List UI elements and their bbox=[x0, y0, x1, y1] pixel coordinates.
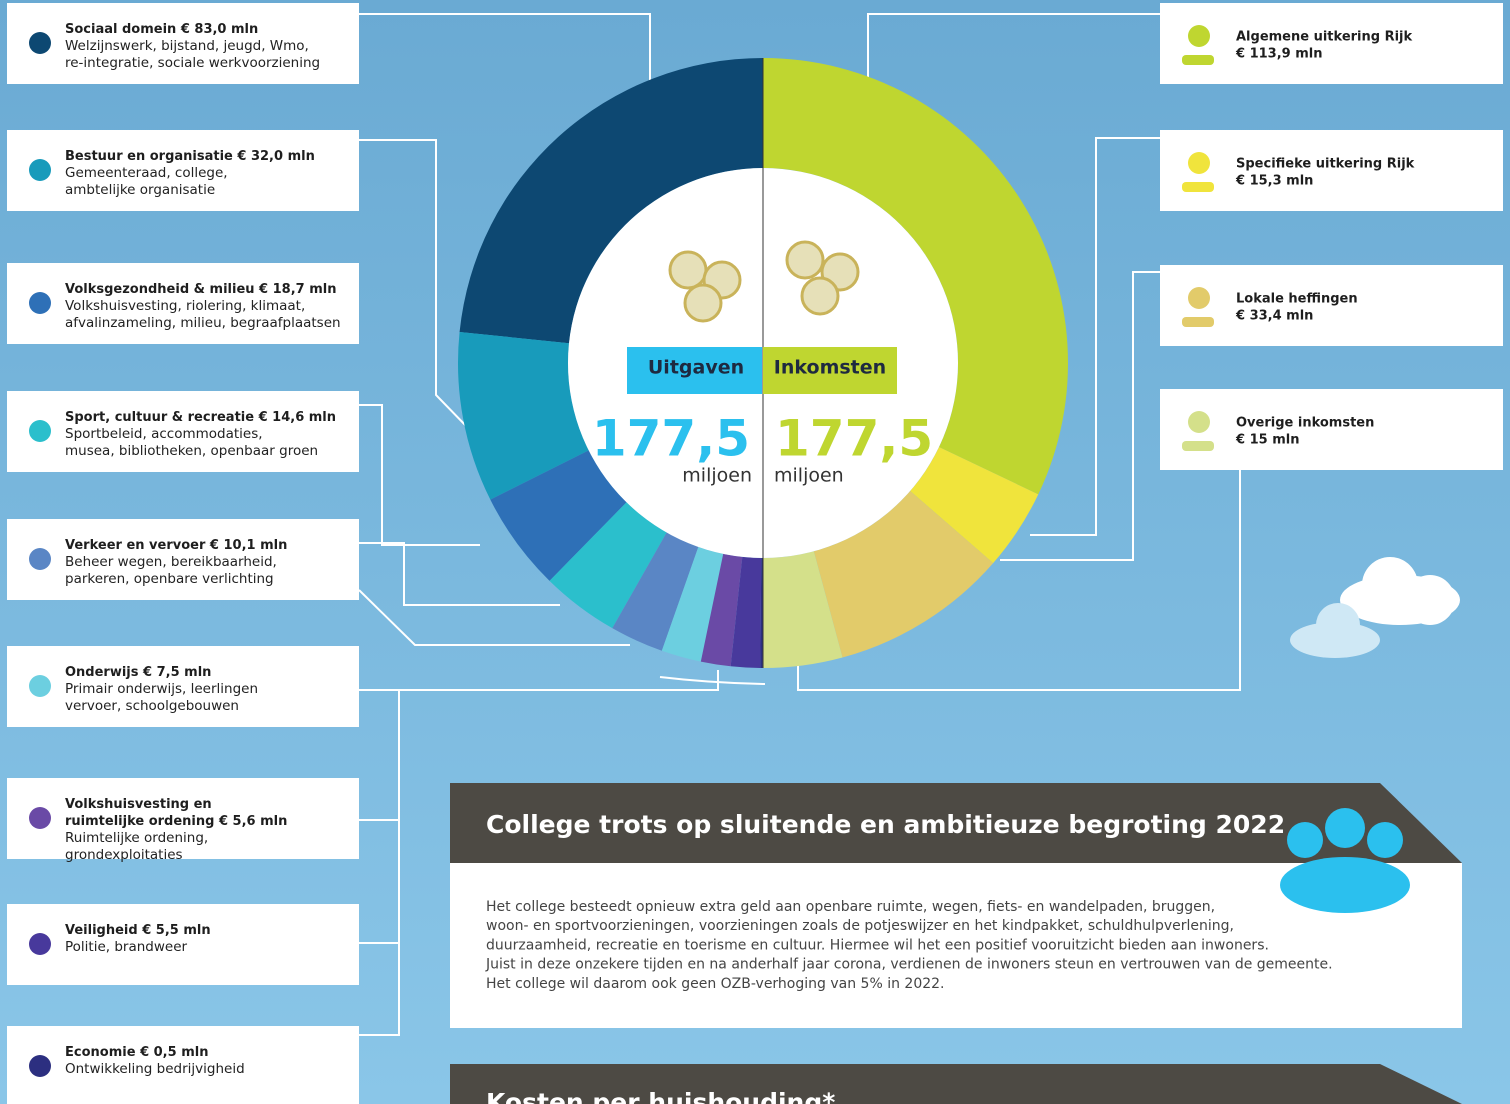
category-amount: € 32,0 mln bbox=[236, 149, 314, 164]
category-title: Economie € 0,5 mln bbox=[65, 1045, 208, 1060]
article-line: Juist in deze onzekere tijden en na ande… bbox=[485, 957, 1333, 973]
category-description: ambtelijke organisatie bbox=[65, 182, 215, 198]
category-amount: € 5,6 mln bbox=[218, 814, 287, 829]
category-name: Onderwijs bbox=[65, 665, 139, 680]
category-amount: € 18,7 mln bbox=[258, 282, 336, 297]
category-icon bbox=[29, 548, 51, 570]
category-amount: € 10,1 mln bbox=[209, 538, 287, 553]
category-name: Volksgezondheid & milieu bbox=[65, 282, 255, 297]
article-line: woon- en sportvoorzieningen, voorziening… bbox=[486, 918, 1234, 934]
income-amount: € 15,3 mln bbox=[1235, 174, 1313, 189]
category-title: Volkshuisvesting en bbox=[65, 797, 212, 812]
category-description: parkeren, openbare verlichting bbox=[65, 571, 274, 587]
income-icon bbox=[1188, 25, 1210, 47]
category-title: Bestuur en organisatie € 32,0 mln bbox=[65, 149, 315, 164]
article-line: Het college besteedt opnieuw extra geld … bbox=[486, 899, 1215, 915]
category-title: Sport, cultuur & recreatie € 14,6 mln bbox=[65, 410, 336, 425]
category-icon bbox=[29, 32, 51, 54]
category-title: Sociaal domein € 83,0 mln bbox=[65, 22, 258, 37]
category-description: re-integratie, sociale werkvoorziening bbox=[65, 55, 320, 71]
expenses-label: Uitgaven bbox=[648, 357, 744, 379]
category-description: Primair onderwijs, leerlingen bbox=[65, 681, 258, 697]
category-description: musea, bibliotheken, openbaar groen bbox=[65, 443, 318, 459]
category-amount: € 0,5 mln bbox=[139, 1045, 208, 1060]
category-description: Ontwikkeling bedrijvigheid bbox=[65, 1061, 245, 1077]
category-name: ruimtelijke ordening bbox=[65, 814, 214, 829]
category-icon bbox=[29, 292, 51, 314]
income-name: Overige inkomsten bbox=[1236, 416, 1374, 431]
category-amount: € 14,6 mln bbox=[258, 410, 336, 425]
category-icon bbox=[29, 675, 51, 697]
income-name: Specifieke uitkering Rijk bbox=[1236, 157, 1415, 172]
income-amount: € 15 mln bbox=[1235, 433, 1299, 448]
category-title: Verkeer en vervoer € 10,1 mln bbox=[65, 538, 287, 553]
category-icon bbox=[29, 1055, 51, 1077]
income-hand bbox=[1182, 317, 1214, 327]
article-line: duurzaamheid, recreatie en toerisme en c… bbox=[486, 937, 1269, 953]
category-title: ruimtelijke ordening € 5,6 mln bbox=[65, 814, 287, 829]
category-name: Verkeer en vervoer bbox=[65, 538, 206, 553]
category-amount: € 7,5 mln bbox=[142, 665, 211, 680]
income-amount: € 113,9 mln bbox=[1235, 47, 1322, 62]
category-description: grondexploitaties bbox=[65, 847, 183, 863]
category-description: afvalinzameling, milieu, begraafplaatsen bbox=[65, 315, 341, 331]
category-icon bbox=[29, 807, 51, 829]
category-amount: € 5,5 mln bbox=[141, 923, 210, 938]
category-description: Politie, brandweer bbox=[65, 939, 188, 955]
expenses-total: 177,5 bbox=[592, 410, 750, 468]
category-description: Ruimtelijke ordening, bbox=[65, 830, 208, 846]
income-icon bbox=[1188, 411, 1210, 433]
income-hand bbox=[1182, 182, 1214, 192]
category-description: vervoer, schoolgebouwen bbox=[65, 698, 239, 714]
category-description: Welzijnswerk, bijstand, jeugd, Wmo, bbox=[65, 38, 309, 54]
category-name: Economie bbox=[65, 1045, 136, 1060]
category-name: Veiligheid bbox=[65, 923, 138, 938]
income-icon bbox=[1188, 287, 1210, 309]
category-description: Gemeenteraad, college, bbox=[65, 165, 228, 181]
income-unit: miljoen bbox=[774, 465, 844, 487]
income-hand bbox=[1182, 441, 1214, 451]
category-icon bbox=[29, 420, 51, 442]
income-total: 177,5 bbox=[775, 410, 933, 468]
income-label: Inkomsten bbox=[774, 357, 886, 379]
income-hand bbox=[1182, 55, 1214, 65]
income-name: Lokale heffingen bbox=[1236, 292, 1358, 307]
article-line: Het college wil daarom ook geen OZB-verh… bbox=[486, 976, 945, 992]
category-description: Sportbeleid, accommodaties, bbox=[65, 426, 263, 442]
category-icon bbox=[29, 159, 51, 181]
income-icon bbox=[1188, 152, 1210, 174]
category-name: Volkshuisvesting en bbox=[65, 797, 212, 812]
category-description: Volkshuisvesting, riolering, klimaat, bbox=[65, 298, 305, 314]
category-name: Sport, cultuur & recreatie bbox=[65, 410, 254, 425]
category-name: Bestuur en organisatie bbox=[65, 149, 233, 164]
category-title: Veiligheid € 5,5 mln bbox=[65, 923, 211, 938]
expenses-unit: miljoen bbox=[682, 465, 752, 487]
section2-title: Kosten per huishouding* bbox=[486, 1088, 835, 1104]
category-title: Volksgezondheid & milieu € 18,7 mln bbox=[65, 282, 336, 297]
category-amount: € 83,0 mln bbox=[180, 22, 258, 37]
category-description: Beheer wegen, bereikbaarheid, bbox=[65, 554, 277, 570]
article-title: College trots op sluitende en ambitieuze… bbox=[486, 810, 1285, 839]
category-icon bbox=[29, 933, 51, 955]
infographic: Uitgaven Inkomsten 177,5 177,5 miljoen m… bbox=[0, 0, 1510, 1104]
income-amount: € 33,4 mln bbox=[1235, 309, 1313, 324]
category-title: Onderwijs € 7,5 mln bbox=[65, 665, 211, 680]
category-name: Sociaal domein bbox=[65, 22, 176, 37]
income-name: Algemene uitkering Rijk bbox=[1236, 30, 1413, 45]
